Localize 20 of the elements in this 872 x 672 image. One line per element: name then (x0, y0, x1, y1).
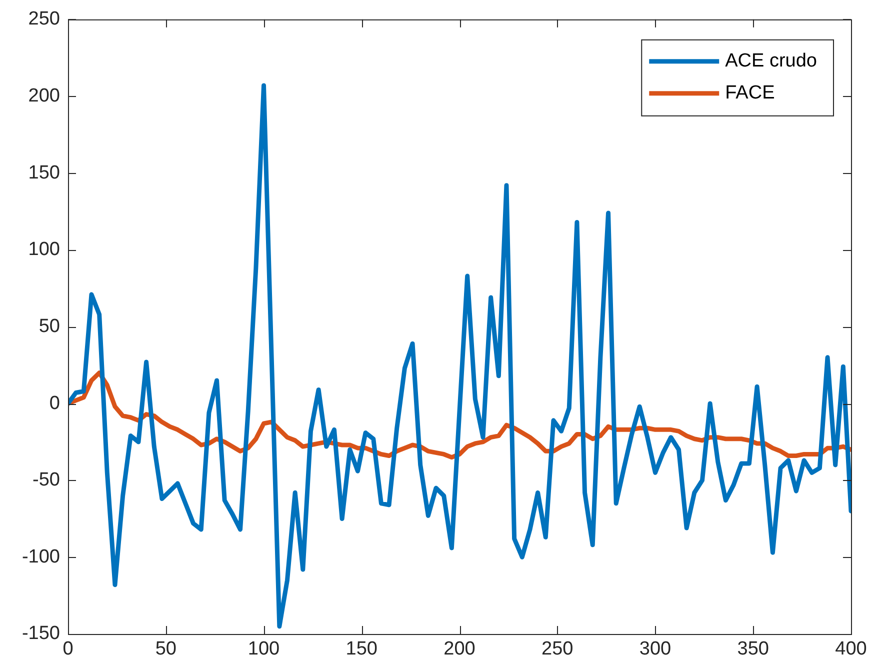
x-tick-label: 100 (248, 638, 280, 660)
legend-label: FACE (725, 82, 775, 104)
x-tick-label: 150 (346, 638, 378, 660)
x-tick-label: 350 (737, 638, 769, 660)
y-tick-label: 0 (49, 392, 60, 414)
y-tick-label: -150 (22, 623, 60, 644)
x-tick-label: 300 (639, 638, 672, 660)
legend-label: ACE crudo (725, 50, 817, 72)
y-tick-label: 200 (28, 85, 60, 106)
y-tick-label: -100 (22, 546, 60, 568)
x-tick-label: 200 (444, 638, 476, 660)
y-tick-label: -50 (32, 470, 60, 491)
y-tick-label: 150 (28, 162, 60, 184)
x-tick-label: 400 (835, 638, 867, 660)
y-tick-label: 250 (28, 8, 60, 30)
x-tick-label: 250 (542, 638, 574, 660)
y-tick-label: 100 (28, 239, 60, 260)
x-tick-label: 0 (62, 638, 74, 660)
x-tick-label: 50 (155, 638, 176, 660)
y-tick-label: 50 (38, 316, 60, 337)
